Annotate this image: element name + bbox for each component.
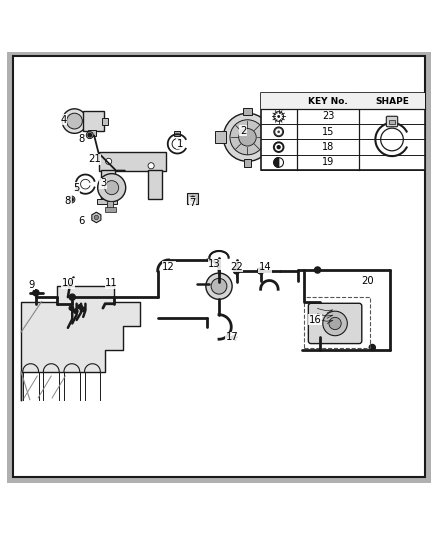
Bar bbox=[174, 131, 180, 136]
Text: 1: 1 bbox=[177, 139, 183, 149]
Circle shape bbox=[274, 127, 283, 136]
Text: 15: 15 bbox=[322, 127, 334, 137]
Text: 18: 18 bbox=[322, 142, 334, 152]
Circle shape bbox=[68, 196, 75, 203]
Bar bbox=[105, 207, 116, 212]
Circle shape bbox=[206, 273, 232, 300]
Bar bbox=[269, 131, 280, 143]
Circle shape bbox=[233, 268, 240, 274]
Circle shape bbox=[239, 128, 256, 146]
Bar bbox=[97, 199, 117, 204]
Circle shape bbox=[70, 198, 73, 201]
Circle shape bbox=[81, 307, 85, 312]
Circle shape bbox=[94, 215, 99, 220]
Text: 11: 11 bbox=[105, 278, 118, 288]
Bar bbox=[389, 120, 395, 124]
Circle shape bbox=[329, 317, 341, 329]
Bar bbox=[102, 118, 108, 125]
Circle shape bbox=[274, 142, 283, 152]
Circle shape bbox=[314, 267, 321, 273]
Bar bbox=[107, 201, 113, 209]
Circle shape bbox=[211, 278, 227, 294]
Bar bbox=[148, 170, 162, 199]
Text: SHAPE: SHAPE bbox=[375, 96, 409, 106]
Circle shape bbox=[276, 145, 281, 149]
Circle shape bbox=[148, 163, 154, 169]
Text: 2: 2 bbox=[240, 126, 246, 136]
Text: 12: 12 bbox=[162, 262, 175, 271]
Polygon shape bbox=[274, 158, 279, 167]
Bar bbox=[244, 159, 251, 167]
Bar bbox=[99, 152, 166, 171]
Bar bbox=[243, 108, 252, 115]
Bar bbox=[261, 93, 425, 170]
Circle shape bbox=[277, 131, 280, 133]
Bar bbox=[304, 297, 370, 348]
Text: 8: 8 bbox=[78, 134, 84, 144]
Text: 9: 9 bbox=[28, 280, 35, 290]
Circle shape bbox=[323, 311, 347, 336]
Text: 3: 3 bbox=[100, 178, 106, 188]
Text: 7: 7 bbox=[190, 198, 196, 208]
Circle shape bbox=[190, 196, 195, 201]
Bar bbox=[101, 170, 115, 203]
Circle shape bbox=[258, 268, 264, 274]
Text: 14: 14 bbox=[259, 262, 271, 272]
Polygon shape bbox=[21, 286, 140, 400]
Text: 16: 16 bbox=[309, 315, 322, 325]
Circle shape bbox=[67, 113, 82, 129]
Circle shape bbox=[86, 132, 93, 139]
Text: 19: 19 bbox=[322, 157, 334, 167]
Circle shape bbox=[69, 294, 75, 300]
Polygon shape bbox=[92, 212, 101, 223]
Text: 21: 21 bbox=[88, 154, 101, 164]
Text: 20: 20 bbox=[362, 276, 374, 286]
Circle shape bbox=[106, 158, 112, 165]
Circle shape bbox=[62, 109, 87, 133]
Circle shape bbox=[230, 120, 265, 155]
Text: 22: 22 bbox=[230, 262, 243, 271]
Circle shape bbox=[88, 133, 92, 137]
Text: 10: 10 bbox=[62, 278, 74, 288]
Bar bbox=[88, 130, 96, 136]
Bar bbox=[261, 93, 425, 109]
Circle shape bbox=[98, 174, 126, 201]
Bar bbox=[83, 111, 104, 131]
Circle shape bbox=[223, 113, 272, 161]
FancyBboxPatch shape bbox=[308, 303, 362, 344]
Text: 17: 17 bbox=[226, 333, 239, 343]
Text: 5: 5 bbox=[74, 183, 80, 192]
Circle shape bbox=[369, 344, 375, 351]
Circle shape bbox=[274, 158, 283, 167]
Text: 4: 4 bbox=[60, 115, 67, 125]
Circle shape bbox=[74, 309, 78, 313]
Circle shape bbox=[69, 306, 74, 310]
Text: 23: 23 bbox=[322, 111, 334, 122]
Circle shape bbox=[277, 115, 280, 118]
Circle shape bbox=[276, 129, 281, 134]
Circle shape bbox=[78, 304, 82, 309]
FancyBboxPatch shape bbox=[386, 116, 398, 127]
Text: 13: 13 bbox=[208, 260, 221, 269]
Bar bbox=[215, 131, 226, 143]
Text: 6: 6 bbox=[78, 215, 84, 225]
Circle shape bbox=[33, 290, 39, 296]
Text: 8: 8 bbox=[65, 196, 71, 206]
Circle shape bbox=[105, 181, 119, 195]
Text: KEY No.: KEY No. bbox=[308, 96, 348, 106]
Bar bbox=[187, 193, 198, 204]
